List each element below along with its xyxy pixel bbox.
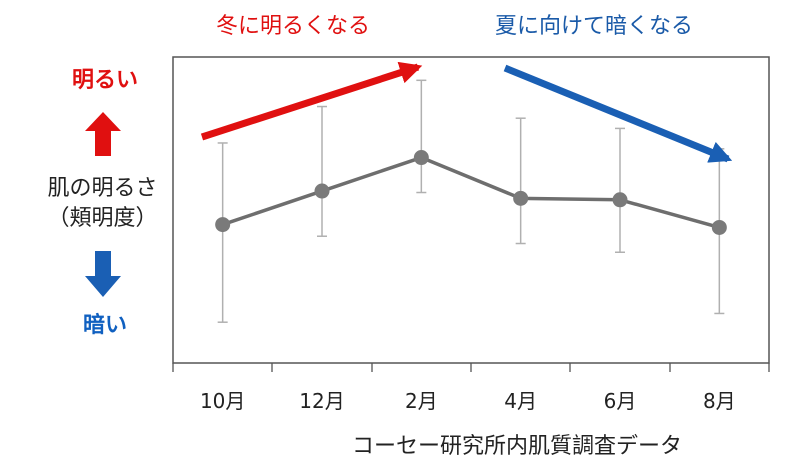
- x-tick-label: 12月: [299, 389, 344, 413]
- source-note: コーセー研究所内肌質調査データ: [352, 434, 683, 459]
- x-axis-tick-labels: 10月 12月 2月 4月 6月 8月: [200, 389, 736, 413]
- data-point: [711, 219, 727, 235]
- trend-down-arrow: [503, 64, 733, 163]
- data-point: [215, 217, 231, 233]
- trend-down-annotation: 夏に向けて暗くなる: [495, 14, 694, 39]
- data-point: [513, 190, 529, 206]
- series-line-group: [222, 155, 720, 230]
- up-arrow-icon: [85, 112, 121, 156]
- x-tick-label: 6月: [604, 389, 637, 413]
- y-axis-title: 肌の明るさ: [47, 176, 158, 201]
- trend-up-annotation: 冬に明るくなる: [216, 14, 371, 39]
- data-point: [314, 183, 330, 199]
- trend-up-arrow: [200, 61, 423, 141]
- error-bars: [217, 79, 725, 323]
- data-markers: [215, 150, 727, 235]
- x-tick-label: 8月: [703, 389, 736, 413]
- down-arrow-icon: [85, 251, 121, 297]
- data-point: [612, 192, 628, 208]
- x-tick-label: 10月: [200, 389, 245, 413]
- x-axis-ticks: [172, 363, 770, 372]
- series-line: [222, 155, 720, 230]
- bright-label: 明るい: [71, 68, 138, 93]
- y-axis-subtitle: （頬明度）: [47, 206, 158, 231]
- x-tick-label: 2月: [405, 389, 438, 413]
- data-point: [413, 150, 429, 166]
- x-tick-label: 4月: [504, 389, 537, 413]
- dark-label: 暗い: [82, 313, 127, 338]
